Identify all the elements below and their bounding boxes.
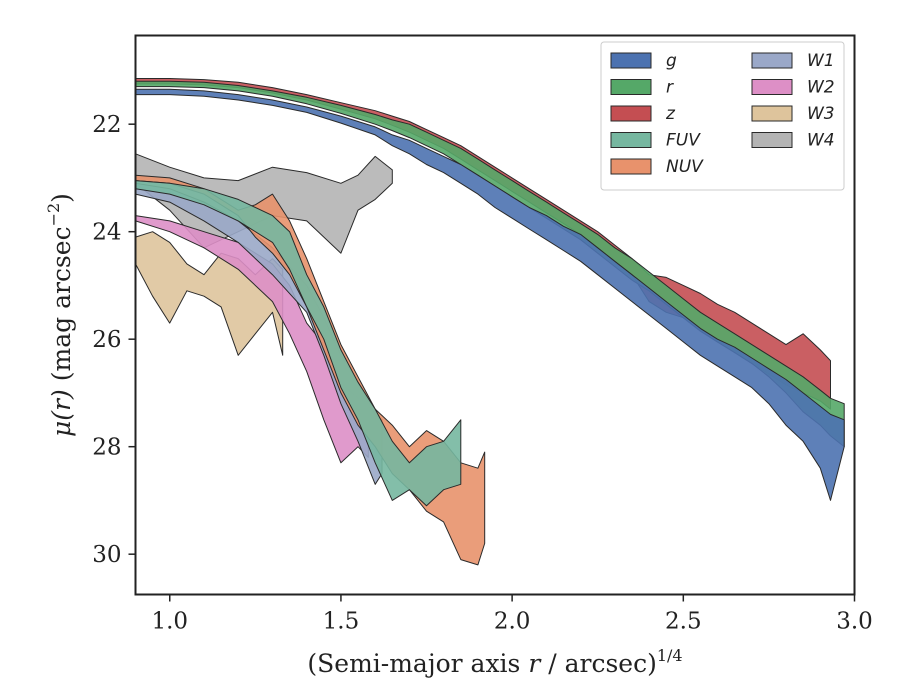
y-axis-label-close: ) [47,193,76,203]
x-axis-label-main: (Semi-major axis [307,649,528,678]
y-tick-label: 24 [92,220,121,246]
y-axis-label-exponent: −2 [44,203,63,227]
legend: grz FUV NUV W1 W2 W3 W4 [600,41,845,191]
y-tick-label: 28 [92,435,121,461]
x-axis-label-var: r [528,649,542,678]
x-axis-label-rest: / arcsec) [540,649,657,678]
y-axis-label-mu: μ(r) [47,389,76,437]
y-axis: 22 24 26 28 30 [92,112,136,568]
band-layer [135,78,845,566]
x-tick-label: 2.5 [665,609,702,635]
legend-swatch-r [610,79,652,95]
y-tick-label: 30 [92,542,121,568]
x-tick-label: 2.0 [494,609,531,635]
x-axis: 1.0 1.5 2.0 2.5 3.0 [151,594,873,635]
x-tick-label: 3.0 [836,609,873,635]
x-axis-label-exponent: 1/4 [657,646,683,665]
band-g [135,88,845,501]
legend-label-w4: W4 [807,131,835,151]
legend-label-w3: W3 [807,104,835,124]
legend-swatch-w4 [751,132,793,148]
legend-label-w2: W2 [807,78,835,98]
y-tick-label: 22 [92,112,121,138]
x-tick-label: 1.5 [323,609,360,635]
legend-swatch-z [610,105,652,122]
x-axis-label: (Semi-major axis r / arcsec)1/4 [307,646,682,678]
band-w3 [135,231,284,356]
legend-swatch-nuv [610,158,652,175]
legend-label-g: g [666,51,677,71]
legend-swatch-fuv [610,132,652,148]
legend-label-nuv: NUV [666,157,704,177]
legend-swatch-w2 [751,79,793,95]
legend-label-fuv: FUV [666,131,701,151]
legend-label-w1: W1 [807,51,835,71]
legend-swatch-w3 [751,105,793,122]
band-fuv [135,180,462,507]
x-tick-label: 1.0 [151,609,188,635]
legend-swatch-w1 [751,52,793,69]
y-axis-label-units: (mag arcsec [47,226,76,381]
legend-label-z: z [665,104,676,124]
plot-frame [134,34,856,596]
y-axis-label: μ(r) (mag arcsec−2) [44,193,76,437]
legend-label-r: r [666,78,674,98]
y-tick-label: 26 [92,327,121,353]
legend-swatch-g [610,52,652,69]
